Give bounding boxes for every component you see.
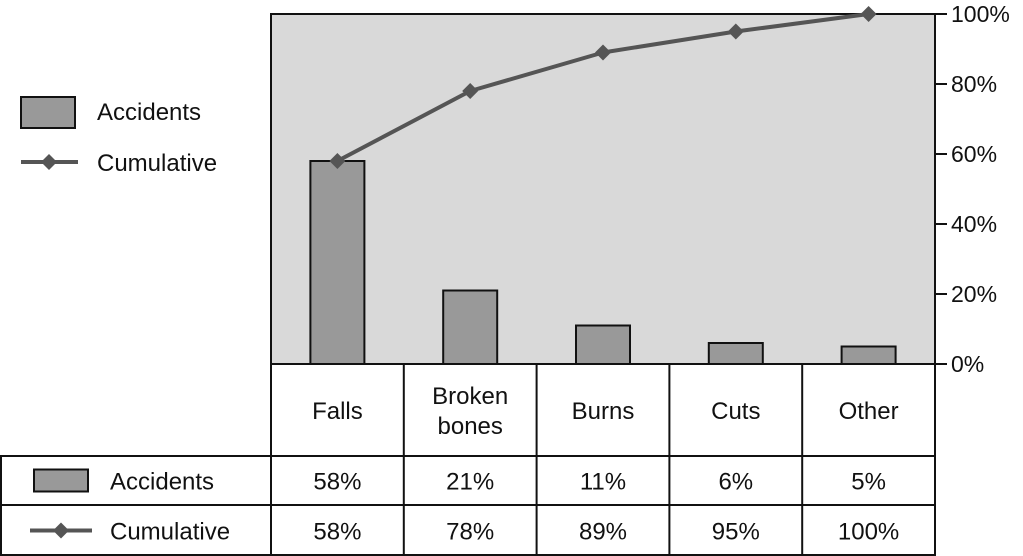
table-cell-cumulative-4: 95% [712,519,760,546]
table-cell-cumulative-1: 58% [313,519,361,546]
legend-label-cumulative: Cumulative [97,150,217,177]
bar-cuts [707,342,764,365]
table-row-header-accidents: Accidents [110,469,214,496]
table-cell-accidents-3: 11% [580,469,626,496]
category-label-2-line-1: Broken [432,383,508,410]
y-tick-label-80: 80% [951,71,997,97]
y-tick-label-20: 20% [951,281,997,307]
cumulative-point-1 [329,153,346,169]
table-cell-accidents-4: 6% [718,469,753,496]
table-cell-accidents-5: 5% [851,469,886,496]
legend-bar-key [20,96,76,129]
table-cell-accidents-1: 58% [313,469,361,496]
category-label-5: Other [839,398,899,425]
cumulative-point-4 [727,23,744,40]
y-tick-label-60: 60% [951,141,997,167]
y-tick-label-0: 0% [951,351,984,377]
table-cell-cumulative-5: 100% [838,519,899,546]
bar-falls [309,160,366,365]
bar-broken-bones [442,289,499,365]
table-legend-marker-key [53,522,69,539]
category-label-2-line-2: bones [438,413,503,440]
table-row-header-cumulative: Cumulative [110,519,230,546]
legend-marker-key [41,154,57,170]
y-tick-label-100: 100% [951,1,1010,27]
category-label-3: Burns [572,398,635,425]
bar-burns [575,324,631,365]
category-label-4: Cuts [711,398,760,425]
y-tick-label-40: 40% [951,211,997,237]
table-cell-accidents-2: 21% [446,469,494,496]
legend-label-accidents: Accidents [97,99,201,126]
cumulative-point-3 [595,44,611,61]
table-cell-cumulative-3: 89% [579,519,627,546]
bar-other [840,345,897,365]
table-cell-cumulative-2: 78% [446,519,494,546]
plot-area [270,13,936,365]
table-legend-bar-key [33,468,89,493]
cumulative-point-2 [462,83,479,99]
cumulative-point-5 [860,6,877,22]
category-label-1: Falls [312,398,363,425]
